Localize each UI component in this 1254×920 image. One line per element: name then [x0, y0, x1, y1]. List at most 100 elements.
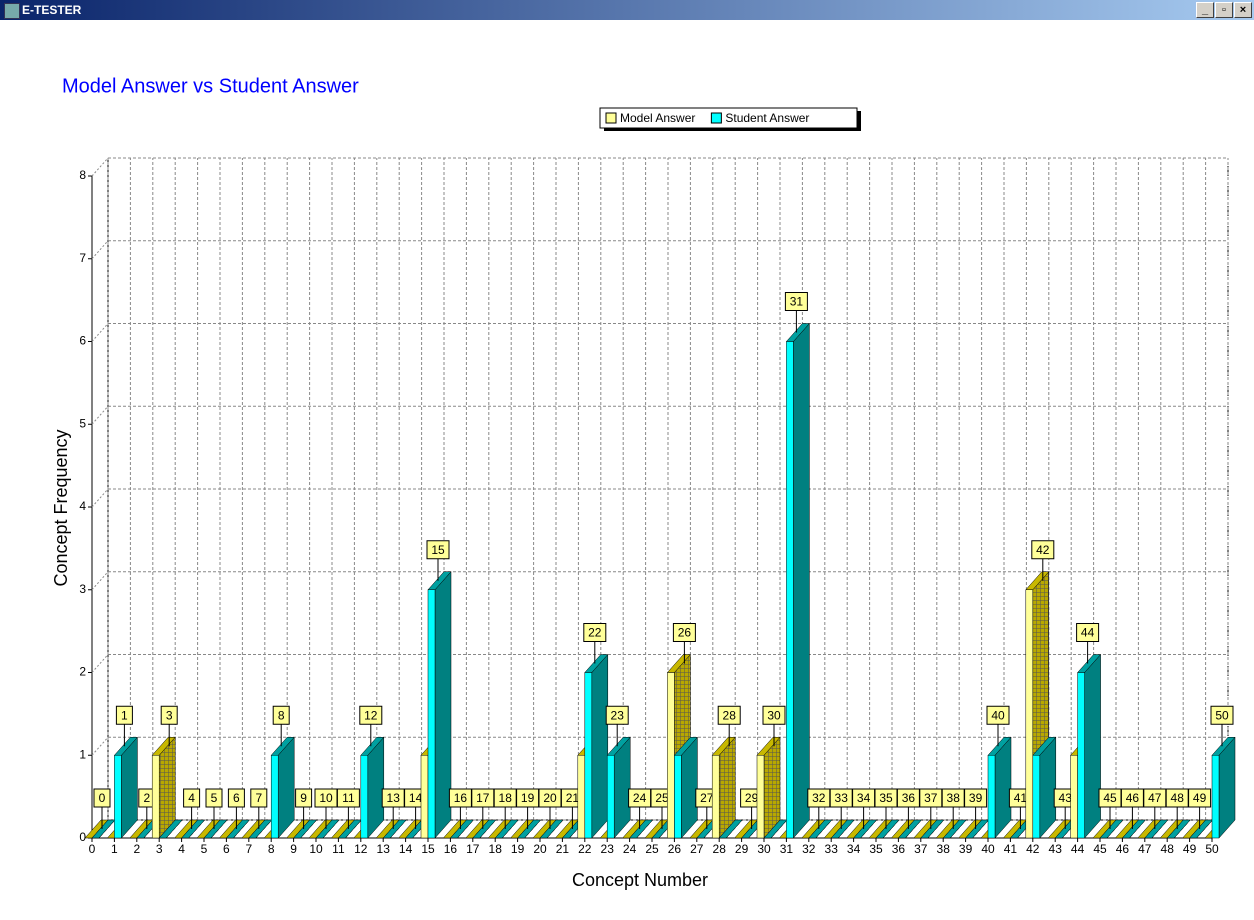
bar-top [181, 819, 206, 839]
close-button[interactable]: × [1234, 2, 1252, 18]
bar-top [315, 819, 340, 839]
grid-line [91, 240, 109, 260]
bar-top [539, 819, 564, 839]
grid-line [91, 157, 109, 177]
bar-3d [1144, 819, 1169, 839]
bar-3d [853, 819, 878, 839]
data-label: 26 [678, 626, 692, 640]
x-tick-label: 31 [780, 842, 794, 856]
data-label-box [183, 788, 201, 808]
y-tick-label: 6 [79, 334, 86, 348]
y-tick-label: 1 [79, 747, 86, 761]
bar-top [830, 819, 855, 839]
data-label: 20 [543, 791, 557, 805]
data-label-box [1210, 705, 1234, 725]
x-tick-label: 26 [668, 842, 682, 856]
chart: Model Answer vs Student Answer Concept N… [51, 75, 1236, 890]
data-label: 38 [947, 791, 961, 805]
bar-3d [1099, 819, 1124, 839]
window-title: E-TESTER [22, 3, 82, 17]
bar [674, 755, 682, 839]
bar-3d [181, 819, 206, 839]
data-label: 39 [969, 791, 983, 805]
bar-3d [1121, 819, 1146, 839]
x-tick-label: 8 [268, 842, 275, 856]
bar-3d [1032, 736, 1057, 839]
data-label: 42 [1036, 543, 1050, 557]
grid-line [91, 405, 109, 425]
bar [420, 755, 429, 839]
maximize-button[interactable]: ▫ [1215, 2, 1233, 18]
x-tick-label: 24 [623, 842, 637, 856]
data-label: 36 [902, 791, 916, 805]
x-tick-label: 1 [111, 842, 118, 856]
data-label: 25 [655, 791, 669, 805]
minimize-button[interactable]: _ [1196, 2, 1214, 18]
legend-label: Model Answer [620, 111, 695, 125]
bar-3d [360, 736, 385, 839]
data-label: 32 [812, 791, 826, 805]
bar-top [472, 819, 497, 839]
data-label: 44 [1081, 626, 1095, 640]
x-tick-label: 20 [533, 842, 547, 856]
data-label-box [672, 623, 696, 642]
grid-line [91, 488, 109, 508]
x-tick-label: 41 [1004, 842, 1018, 856]
bar-side [434, 571, 452, 839]
x-tick-label: 47 [1138, 842, 1152, 856]
data-label: 50 [1215, 708, 1229, 722]
bar [756, 755, 765, 839]
data-label: 43 [1059, 791, 1073, 805]
x-tick-label: 44 [1071, 842, 1085, 856]
bar [360, 755, 369, 839]
data-label: 31 [790, 295, 804, 309]
bar [1032, 755, 1041, 839]
bar-3d [606, 736, 631, 839]
x-tick-label: 32 [802, 842, 816, 856]
bar-3d [472, 819, 497, 839]
bar-top [449, 819, 474, 839]
data-label-box [762, 705, 786, 725]
bar-3d [897, 819, 922, 839]
data-label: 46 [1126, 791, 1140, 805]
data-label: 7 [255, 791, 262, 805]
x-tick-label: 4 [178, 842, 185, 856]
data-label: 30 [767, 708, 781, 722]
x-tick-label: 30 [757, 842, 771, 856]
data-label: 13 [387, 791, 401, 805]
bar [1077, 672, 1085, 839]
data-label: 48 [1171, 791, 1185, 805]
bar-3d [270, 736, 295, 839]
app-icon [4, 3, 20, 19]
bar-3d [539, 819, 564, 839]
data-label: 18 [499, 791, 513, 805]
bar-3d [517, 819, 542, 839]
bar-top [1144, 819, 1169, 839]
data-label-box [784, 292, 808, 311]
data-label: 33 [835, 791, 849, 805]
bar-3d [830, 819, 855, 839]
data-label: 8 [278, 708, 285, 722]
bar [1025, 589, 1034, 839]
data-label: 41 [1014, 791, 1028, 805]
data-label-box [205, 788, 223, 808]
x-tick-label: 16 [444, 842, 458, 856]
y-tick-label: 5 [79, 416, 86, 430]
data-label: 24 [633, 791, 647, 805]
bar-3d [987, 736, 1012, 839]
x-tick-label: 10 [309, 842, 323, 856]
data-label: 47 [1148, 791, 1162, 805]
y-tick-label: 2 [79, 665, 86, 679]
data-label-box [964, 788, 988, 808]
x-tick-label: 15 [421, 842, 435, 856]
x-tick-label: 18 [489, 842, 503, 856]
title-bar: E-TESTER _ ▫ × [0, 0, 1254, 20]
x-tick-label: 3 [156, 842, 163, 856]
bar [606, 755, 615, 839]
bar-top [897, 819, 922, 839]
bar [987, 755, 996, 839]
bar [151, 755, 160, 839]
bar [1070, 755, 1078, 839]
chart-title: Model Answer vs Student Answer [62, 75, 359, 97]
